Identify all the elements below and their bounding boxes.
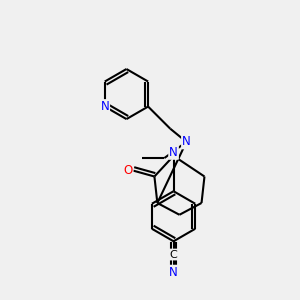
Text: N: N xyxy=(100,100,109,113)
Text: N: N xyxy=(169,146,178,159)
Text: N: N xyxy=(169,266,178,279)
Text: C: C xyxy=(170,250,177,260)
Text: O: O xyxy=(123,164,133,177)
Text: N: N xyxy=(182,135,191,148)
